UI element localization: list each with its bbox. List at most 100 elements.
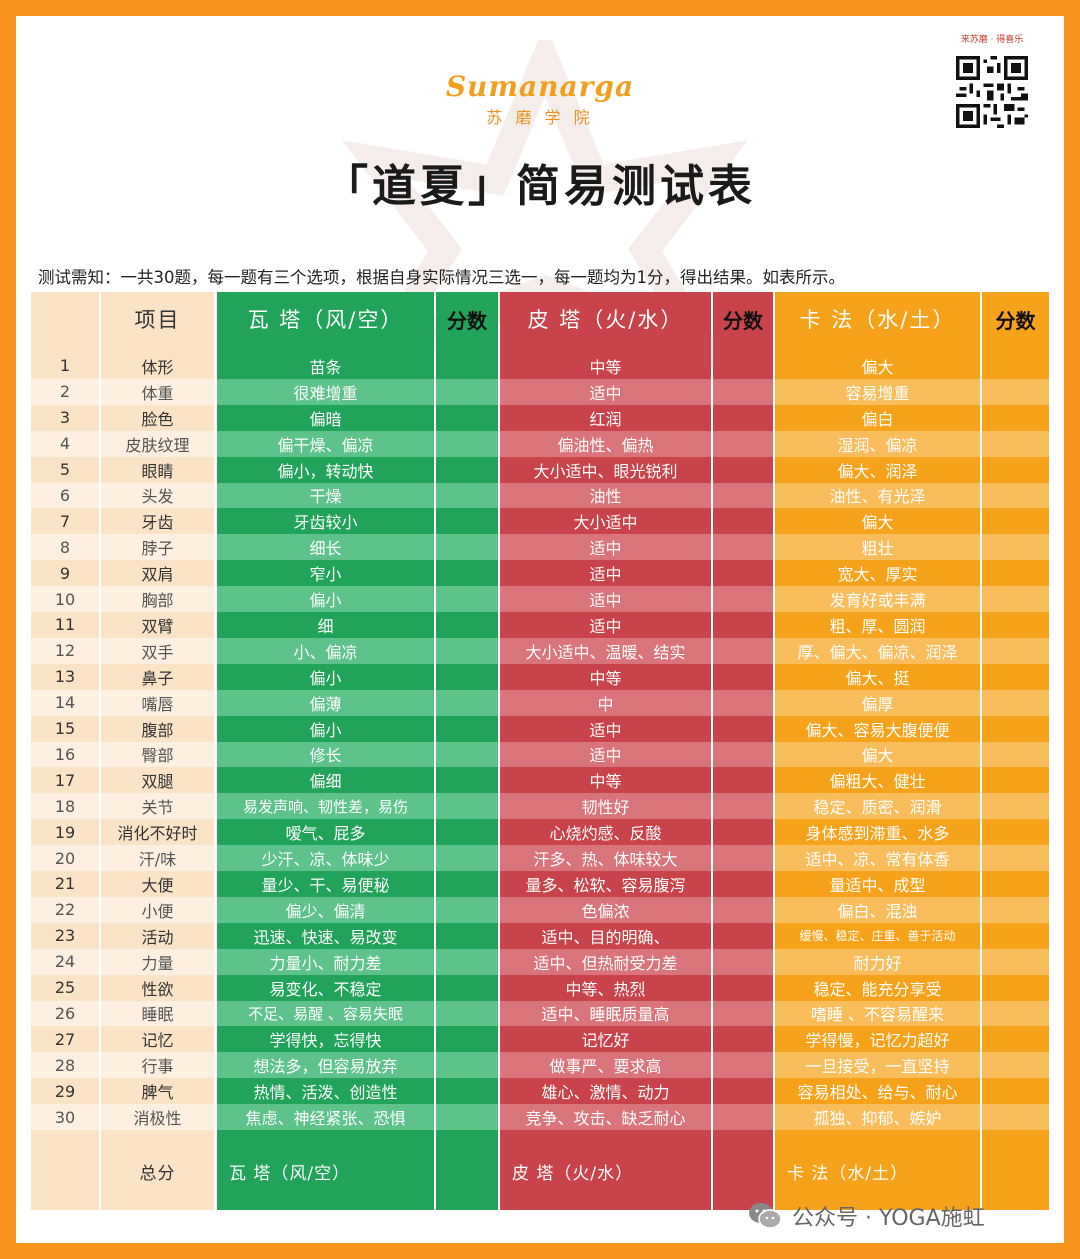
vata-score-cell[interactable] [436,716,498,742]
pitta-score-cell[interactable] [713,1052,773,1079]
pitta-score-cell[interactable] [713,353,773,379]
vata-score-cell[interactable] [436,845,498,871]
pitta-score-cell[interactable] [713,689,773,716]
pitta-score-cell[interactable] [713,637,773,664]
kapha-score-cell[interactable] [982,353,1049,379]
kapha-score-cell[interactable] [982,1026,1049,1052]
vata-score-cell[interactable] [436,560,498,586]
vata-score-cell[interactable] [436,378,498,405]
pitta-score-cell[interactable] [713,482,773,509]
pitta-score-cell[interactable] [713,741,773,768]
kapha-score-cell[interactable] [982,1000,1049,1027]
kapha-score-cell[interactable] [982,508,1049,534]
vata-option: 牙齿较小 [293,513,358,533]
pitta-score-cell[interactable] [713,508,773,534]
vata-score-cell[interactable] [436,664,498,690]
vata-score-cell[interactable] [436,948,498,975]
vata-score-cell[interactable] [436,534,498,561]
kapha-score-cell[interactable] [982,793,1049,820]
vata-option: 偏小，转动快 [277,461,374,481]
pitta-score-cell[interactable] [713,457,773,483]
kapha-score-cell[interactable] [982,716,1049,742]
pitta-score-cell[interactable] [713,1078,773,1104]
kapha-score-cell[interactable] [982,664,1049,690]
pitta-score-cell[interactable] [713,1026,773,1052]
pitta-score-cell[interactable] [713,975,773,1001]
kapha-score-cell[interactable] [982,1078,1049,1104]
pitta-score-cell[interactable] [713,896,773,923]
vata-score-cell[interactable] [436,612,498,638]
kapha-score-cell[interactable] [982,405,1049,431]
vata-score-cell[interactable] [436,871,498,897]
pitta-score-cell[interactable] [713,612,773,638]
kapha-score-cell[interactable] [982,845,1049,871]
vata-score-cell[interactable] [436,1104,498,1130]
vata-score-cell[interactable] [436,923,498,949]
vata-score-cell[interactable] [436,1026,498,1052]
kapha-score-cell[interactable] [982,560,1049,586]
vata-option: 干燥 [217,482,434,509]
vata-score-cell[interactable] [436,353,498,379]
vata-score-cell[interactable] [436,405,498,431]
vata-score-cell[interactable] [436,1078,498,1104]
vata-score-cell[interactable] [436,1000,498,1027]
vata-score-cell[interactable] [436,819,498,845]
pitta-score-cell[interactable] [713,664,773,690]
pitta-score-cell[interactable] [713,534,773,561]
kapha-score-cell[interactable] [982,948,1049,975]
kapha-score-cell[interactable] [982,689,1049,716]
kapha-score-cell[interactable] [982,741,1049,768]
pitta-score-cell[interactable] [713,767,773,793]
row-number: 5 [59,460,71,480]
pitta-score-cell[interactable] [713,716,773,742]
pitta-score-cell[interactable] [713,819,773,845]
qr-caption: 来苏磨 · 得喜乐 [960,35,1024,45]
pitta-score-cell[interactable] [713,923,773,949]
vata-score-cell[interactable] [436,430,498,457]
kapha-score-cell[interactable] [982,378,1049,405]
pitta-score-cell[interactable] [713,430,773,457]
pitta-score-cell[interactable] [713,793,773,820]
pitta-score-cell[interactable] [713,405,773,431]
kapha-option: 容易增重 [775,378,980,405]
kapha-score-cell[interactable] [982,1052,1049,1079]
kapha-score-cell[interactable] [982,534,1049,561]
vata-score-cell[interactable] [436,1052,498,1079]
vata-score-cell[interactable] [436,457,498,483]
vata-score-cell[interactable] [436,482,498,509]
vata-score-cell[interactable] [436,637,498,664]
vata-score-cell[interactable] [436,975,498,1001]
pitta-score-cell[interactable] [713,586,773,612]
vata-score-cell[interactable] [436,586,498,612]
kapha-score-cell[interactable] [982,767,1049,793]
kapha-score-cell[interactable] [982,923,1049,949]
row-number: 20 [31,845,99,871]
vata-score-cell[interactable] [436,767,498,793]
kapha-score-cell[interactable] [982,457,1049,483]
pitta-score-cell[interactable] [713,1104,773,1130]
row-item: 双手 [101,637,214,664]
vata-score-cell[interactable] [436,741,498,768]
kapha-score-cell[interactable] [982,482,1049,509]
pitta-score-cell[interactable] [713,845,773,871]
kapha-score-cell[interactable] [982,612,1049,638]
vata-score-cell[interactable] [436,793,498,820]
pitta-score-cell[interactable] [713,1000,773,1027]
kapha-score-cell[interactable] [982,896,1049,923]
pitta-score-cell[interactable] [713,871,773,897]
kapha-score-cell[interactable] [982,819,1049,845]
pitta-column: 皮 塔（火/水） 中等 适中 红润 偏油性、偏热 大小适中、眼光锐利 油性 大小适中 适中 适中… [500,292,711,1210]
vata-score-cell[interactable] [436,508,498,534]
pitta-score-cell[interactable] [713,560,773,586]
pitta-score-cell[interactable] [713,948,773,975]
pitta-score-cell[interactable] [713,378,773,405]
kapha-score-cell[interactable] [982,637,1049,664]
kapha-score-cell[interactable] [982,871,1049,897]
vata-score-cell[interactable] [436,896,498,923]
kapha-score-cell[interactable] [982,430,1049,457]
vata-score-cell[interactable] [436,689,498,716]
kapha-score-cell[interactable] [982,1104,1049,1130]
kapha-score-cell[interactable] [982,586,1049,612]
kapha-score-cell[interactable] [982,975,1049,1001]
kapha-option: 粗壮 [775,534,980,561]
